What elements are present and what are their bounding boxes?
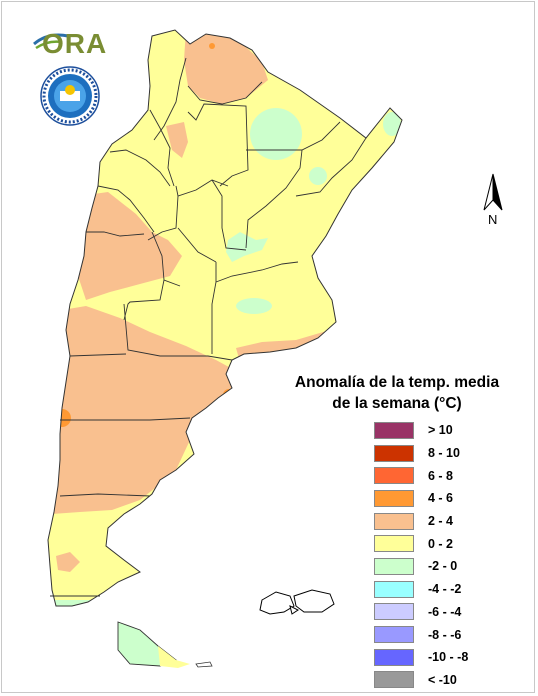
- anomaly-zone-m2-0-santa-fe: [226, 232, 268, 262]
- anomaly-zone-2-4-santa-cruz: [56, 552, 80, 572]
- legend-label: 2 - 4: [428, 514, 454, 529]
- anomaly-zone-2-4-north: [184, 30, 268, 104]
- legend-label: < -10: [428, 672, 457, 687]
- anomaly-zone-2-4-salta: [166, 122, 188, 158]
- legend-swatch: [374, 444, 414, 462]
- isla-de-los-estados: [195, 661, 213, 668]
- ora-logo-text: ORA: [42, 28, 108, 59]
- anomaly-zone-m2-0-misiones: [383, 112, 401, 136]
- north-label: N: [488, 212, 498, 227]
- anomaly-zone-m2-0-pampa: [236, 298, 272, 314]
- legend-swatch: [374, 603, 414, 621]
- legend-swatch: [374, 467, 414, 485]
- legend-label: -6 - -4: [428, 604, 462, 619]
- legend-item: > 10: [374, 419, 468, 442]
- province-borders: [50, 57, 367, 597]
- anomaly-spot-4-6-north: [209, 43, 215, 49]
- legend-item: -2 - 0: [374, 555, 468, 578]
- legend-label: -10 - -8: [428, 650, 469, 665]
- ora-logo: ORA: [32, 26, 108, 60]
- malvinas-islands: [259, 589, 335, 615]
- smn-emblem: [40, 66, 100, 126]
- legend-swatch: [374, 671, 414, 689]
- legend-item: -10 - -8: [374, 646, 468, 669]
- legend-label: -2 - 0: [428, 559, 458, 574]
- legend-item: < -10: [374, 669, 468, 692]
- legend-item: 2 - 4: [374, 510, 468, 533]
- legend-title: Anomalía de la temp. media de la semana …: [282, 372, 512, 414]
- legend-label: 8 - 10: [428, 446, 460, 461]
- legend-swatch: [374, 512, 414, 530]
- legend: > 10 8 - 10 6 - 8 4 - 6 2 - 4 0 - 2 -2 -…: [374, 419, 468, 691]
- legend-label: 0 - 2: [428, 536, 454, 551]
- legend-swatch: [374, 489, 414, 507]
- legend-item: 6 - 8: [374, 464, 468, 487]
- anomaly-zone-2-4-cuyo: [76, 192, 182, 300]
- legend-title-line1: Anomalía de la temp. media: [294, 374, 500, 391]
- legend-swatch: [374, 421, 414, 439]
- anomaly-zone-m2-0-chaco: [250, 108, 302, 160]
- legend-item: 0 - 2: [374, 532, 468, 555]
- legend-title-line2: de la semana (°C): [332, 395, 462, 412]
- north-arrow: N: [480, 172, 514, 230]
- legend-label: > 10: [428, 423, 453, 438]
- legend-label: 6 - 8: [428, 468, 454, 483]
- anomaly-spot-4-6-coast: [223, 389, 235, 401]
- legend-item: -6 - -4: [374, 601, 468, 624]
- tierra-del-fuego-east: [158, 646, 190, 668]
- legend-swatch: [374, 557, 414, 575]
- legend-label: -8 - -6: [428, 627, 462, 642]
- legend-item: -4 - -2: [374, 578, 468, 601]
- legend-swatch: [374, 648, 414, 666]
- anomaly-zone-2-4-patagonia: [48, 306, 238, 514]
- legend-item: 8 - 10: [374, 442, 468, 465]
- legend-item: 4 - 6: [374, 487, 468, 510]
- legend-swatch: [374, 580, 414, 598]
- legend-label: -4 - -2: [428, 582, 462, 597]
- legend-label: 4 - 6: [428, 491, 454, 506]
- legend-swatch: [374, 626, 414, 644]
- legend-item: -8 - -6: [374, 623, 468, 646]
- legend-swatch: [374, 535, 414, 553]
- anomaly-zone-m2-0-corrientes: [309, 167, 327, 185]
